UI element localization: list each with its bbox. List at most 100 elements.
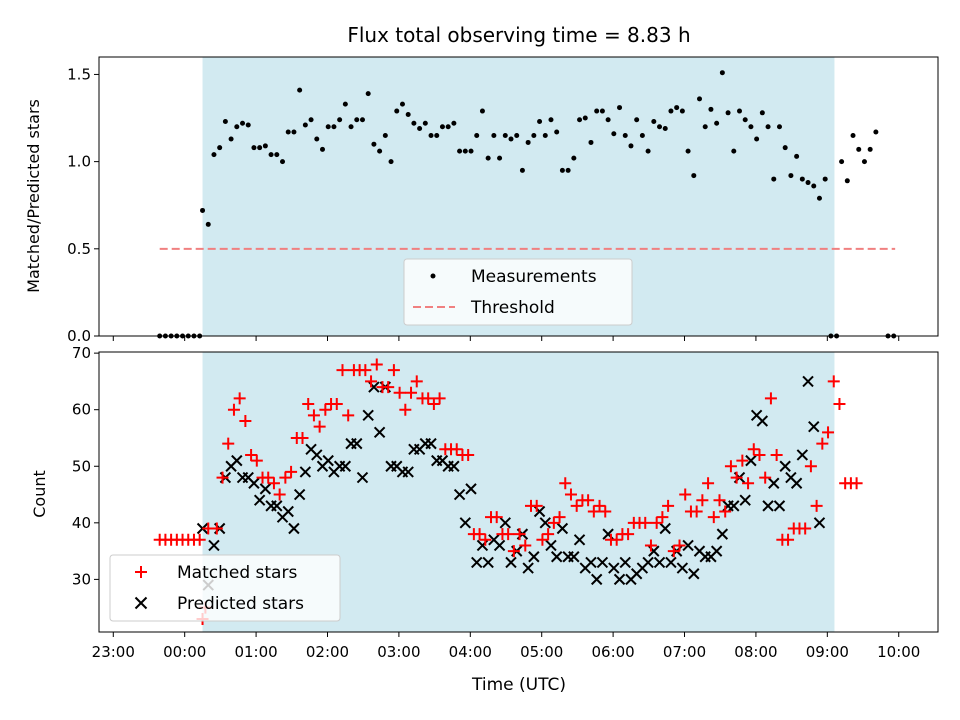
matched-star-point — [822, 426, 835, 439]
predicted-star-point — [322, 454, 334, 467]
matched-star-point — [536, 533, 549, 546]
x-tick-label: 01:00 — [234, 643, 277, 661]
predicted-star-point — [425, 437, 437, 450]
legend-matched-label: Matched stars — [177, 563, 297, 583]
measurement-point — [365, 91, 371, 97]
predicted-star-point — [590, 573, 603, 586]
matched-star-point — [410, 375, 423, 388]
measurement-point — [822, 176, 828, 182]
predicted-star-point — [231, 454, 243, 467]
predicted-star-point — [528, 551, 540, 563]
measurement-point — [525, 139, 531, 145]
predicted-star-point — [448, 460, 460, 472]
measurement-point — [708, 106, 714, 112]
matched-star-point — [210, 522, 223, 535]
matched-star-point — [650, 516, 663, 529]
measurement-point — [731, 148, 737, 154]
predicted-star-point — [453, 488, 466, 501]
predicted-star-point — [665, 556, 677, 569]
measurement-point — [411, 120, 417, 126]
matched-star-point — [587, 505, 600, 518]
predicted-star-point — [762, 500, 774, 512]
matched-star-point — [730, 471, 743, 484]
measurement-point — [765, 124, 771, 130]
ratio-axes-frame — [98, 56, 939, 337]
count-panel: 30 40 50 60 70 23:00 00:00 01:00 02:00 03:00 04:0… — [30, 344, 939, 695]
predicted-star-point — [642, 556, 654, 569]
predicted-star-point — [402, 466, 414, 478]
measurement-point — [594, 108, 600, 114]
matched-star-point — [719, 505, 732, 518]
measurement-point — [245, 122, 251, 128]
predicted-star-point — [208, 539, 220, 552]
predicted-star-point — [362, 409, 374, 422]
matched-star-point — [319, 403, 332, 416]
measurement-point — [582, 115, 588, 121]
measurement-point — [371, 141, 377, 147]
matched-star-point — [690, 505, 703, 518]
measurement-point — [788, 173, 794, 179]
measurement-point — [674, 105, 680, 111]
measurement-point — [662, 125, 668, 131]
matched-star-point — [193, 533, 206, 546]
measurement-point — [348, 124, 354, 130]
matched-star-point — [827, 375, 840, 388]
matched-star-point — [250, 454, 263, 467]
predicted-star-point — [676, 562, 689, 574]
measurement-point — [559, 167, 565, 173]
measurement-point — [548, 117, 554, 123]
matched-star-point — [519, 539, 532, 552]
predicted-star-point — [493, 539, 506, 552]
measurement-point — [485, 155, 491, 161]
ratio-ytick-label: 0.0 — [67, 327, 91, 345]
matched-star-point — [810, 499, 823, 512]
measurement-point — [325, 124, 331, 130]
matched-star-point — [759, 471, 772, 484]
matched-star-point — [799, 522, 812, 535]
predicted-star-point — [482, 556, 494, 569]
predicted-star-point — [728, 500, 740, 512]
matched-star-point — [387, 364, 400, 377]
predicted-star-point — [573, 534, 586, 546]
predicted-star-point — [710, 545, 723, 557]
measurement-point — [222, 119, 228, 125]
measurement-point — [873, 129, 879, 135]
matched-star-point — [216, 471, 229, 484]
measurement-point — [657, 124, 663, 130]
measurement-point — [285, 129, 291, 135]
measurement-point — [759, 110, 765, 116]
measurement-point — [571, 155, 577, 161]
matched-star-point — [393, 386, 406, 399]
x-tick-label: 07:00 — [663, 643, 706, 661]
predicted-star-point — [779, 460, 791, 472]
measurement-point — [422, 120, 428, 126]
x-tick-label: 23:00 — [92, 643, 135, 661]
matched-star-point — [742, 477, 755, 490]
matched-star-point — [490, 511, 503, 524]
count-ytick-label: 30 — [72, 570, 91, 588]
measurement-point — [257, 145, 263, 151]
measurement-point — [291, 129, 297, 135]
measurement-point — [497, 155, 503, 161]
matched-star-point — [850, 477, 863, 490]
predicted-star-point — [253, 494, 266, 506]
matched-star-point — [399, 403, 412, 416]
measurement-point — [451, 120, 457, 126]
measurement-point — [691, 173, 697, 179]
predicted-star-point — [745, 454, 757, 467]
predicted-star-point — [550, 551, 563, 563]
predicted-star-point — [505, 556, 517, 569]
matched-star-point — [239, 415, 252, 428]
matched-star-point — [570, 499, 583, 512]
matched-star-point — [553, 511, 566, 524]
measurement-point — [565, 167, 571, 173]
measurement-point — [302, 122, 308, 128]
predicted-star-point — [556, 522, 569, 535]
measurement-point — [417, 125, 423, 131]
matched-star-point — [673, 539, 686, 552]
matched-star-point — [262, 471, 275, 484]
count-axes-frame — [98, 351, 939, 633]
matched-star-point — [593, 499, 606, 512]
measurement-point — [697, 96, 703, 102]
